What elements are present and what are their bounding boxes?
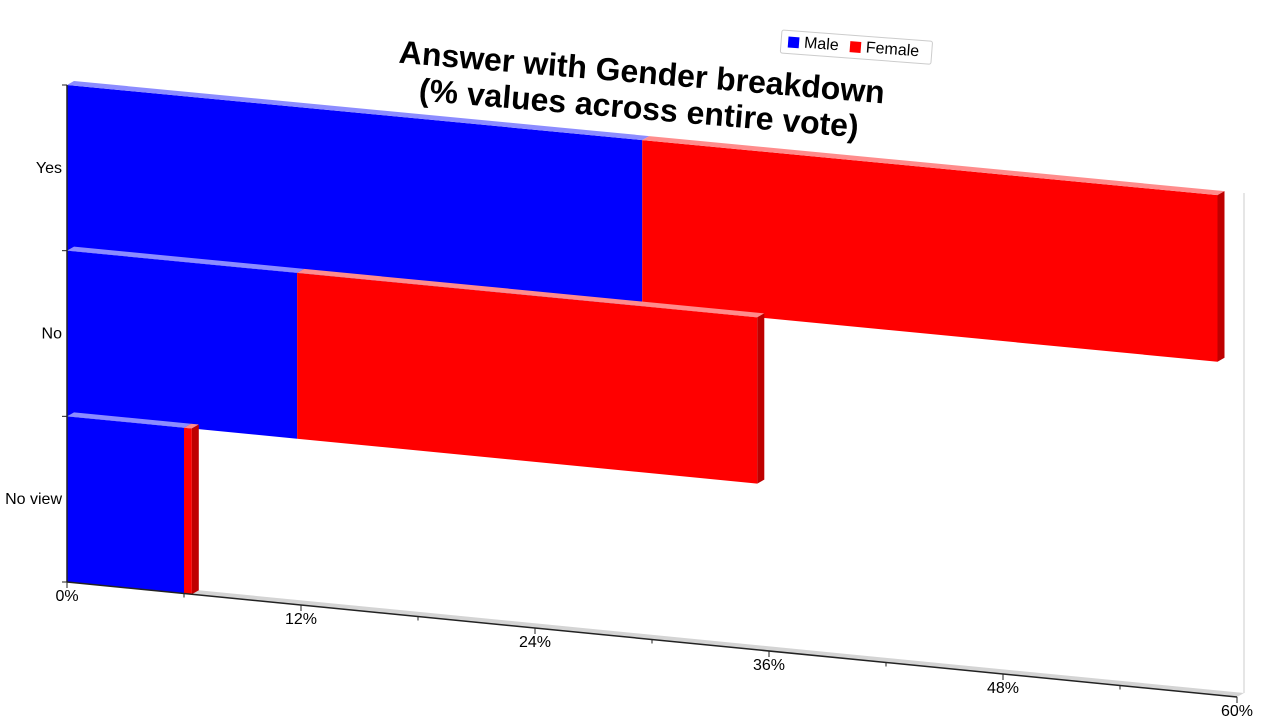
legend-swatch-female xyxy=(849,41,862,53)
y-tick-label: Yes xyxy=(36,160,62,177)
y-tick-label: No view xyxy=(5,491,62,508)
bar-female-no xyxy=(297,268,765,484)
legend-label-male: Male xyxy=(803,35,839,55)
legend-swatch-male xyxy=(787,36,800,49)
bar-female-no-view xyxy=(184,423,199,595)
x-tick-label: 48% xyxy=(987,680,1019,697)
bars-layer xyxy=(67,81,1225,595)
bar-male-yes xyxy=(67,81,650,307)
x-tick-label: 60% xyxy=(1221,703,1253,720)
x-tick-label: 36% xyxy=(753,657,785,674)
bar-male-no xyxy=(67,246,305,439)
x-tick-label: 0% xyxy=(55,588,78,605)
bar-male-no-view xyxy=(67,412,191,594)
legend: Male Female xyxy=(779,29,933,65)
axes-layer xyxy=(62,84,1238,703)
tick-labels-layer: Yes No No view 0% 12% 24% 36% 48% 60% xyxy=(5,160,1253,720)
floor xyxy=(67,578,1244,697)
x-tick-label: 24% xyxy=(519,634,551,651)
legend-label-female: Female xyxy=(865,39,920,60)
x-tick-label: 12% xyxy=(285,611,317,628)
bar-female-yes xyxy=(642,136,1225,362)
y-tick-label: No xyxy=(42,326,63,343)
